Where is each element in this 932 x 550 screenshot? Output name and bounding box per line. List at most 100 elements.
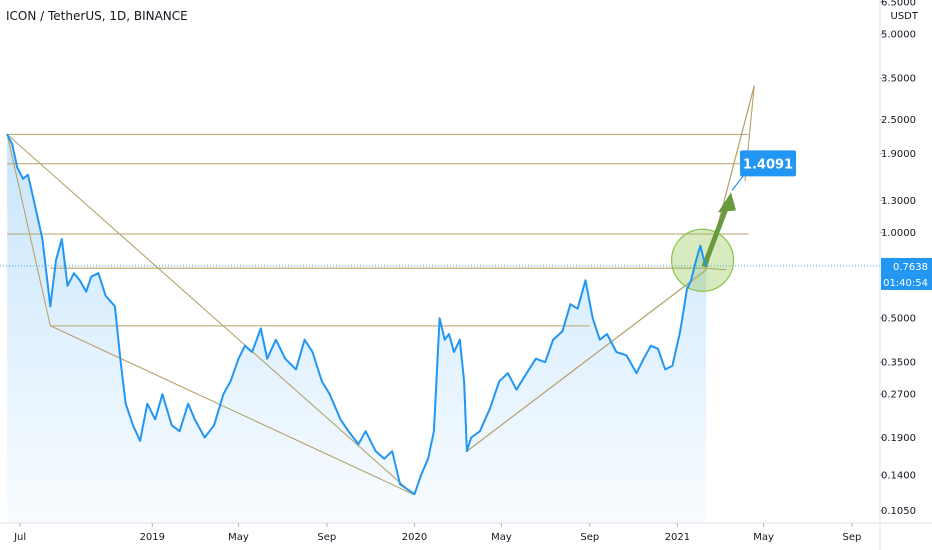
series-point [260, 327, 262, 330]
focus-circle[interactable] [670, 228, 735, 292]
series-point [328, 393, 331, 396]
trend-line-1[interactable] [6, 133, 414, 495]
series-point [154, 418, 156, 421]
series-point [132, 424, 134, 427]
series-point [584, 279, 587, 282]
series-point [66, 285, 69, 287]
series-point [650, 344, 652, 347]
series-point [686, 288, 688, 291]
series-point [284, 357, 287, 360]
series-point [139, 440, 141, 442]
series-point [606, 333, 608, 335]
y-tick-label: 0.2700 [881, 390, 916, 401]
series-point [311, 351, 314, 353]
series-point [448, 333, 450, 335]
y-tick-label: 6.5000 [881, 0, 916, 8]
series-point [275, 338, 277, 341]
x-tick-label: 2019 [140, 532, 165, 543]
series-point [507, 372, 509, 375]
y-tick-label: 0.1400 [881, 471, 916, 482]
series-point [321, 380, 323, 383]
current-price-badge [881, 257, 932, 274]
series-point [90, 275, 92, 278]
y-tick-label: 5.0000 [881, 30, 916, 41]
series-point [22, 177, 24, 180]
series-point [237, 357, 240, 360]
series-point [203, 436, 206, 439]
series-point [399, 483, 401, 486]
y-tick-label: 0.1900 [881, 433, 916, 444]
series-point [535, 357, 537, 360]
series-point [657, 348, 659, 350]
series-point [635, 372, 638, 375]
series-point [420, 474, 422, 477]
series-point [178, 430, 181, 433]
y-tick-label: 0.5000 [881, 314, 916, 325]
y-tick-label: 0.3500 [881, 358, 916, 369]
series-point [561, 330, 564, 333]
x-tick-label: May [491, 532, 512, 543]
series-point [625, 354, 628, 357]
series-point [427, 457, 429, 460]
series-point [85, 290, 87, 293]
series-point [73, 272, 75, 275]
series-point [383, 457, 386, 460]
series-point [339, 418, 342, 421]
series-point [479, 430, 481, 433]
series-point [459, 338, 461, 341]
target-arrow-head [718, 192, 737, 213]
series-point [591, 317, 594, 320]
x-tick-label: Jul [13, 532, 26, 543]
series-point [6, 133, 8, 136]
series-point [705, 265, 707, 267]
series-point [489, 407, 491, 410]
series-point [11, 143, 13, 145]
x-tick-label: Sep [843, 532, 862, 543]
x-tick-label: Sep [580, 532, 599, 543]
series-point [33, 199, 35, 202]
series-point [703, 259, 705, 262]
series-point [119, 361, 122, 364]
series-area-0 [7, 134, 707, 523]
series-point [229, 380, 232, 383]
x-tick-label: May [753, 532, 774, 543]
x-tick-label: Sep [317, 532, 336, 543]
series-point [681, 317, 684, 320]
y-tick-label: 1.0000 [881, 228, 916, 239]
series-point [470, 436, 473, 439]
series-point [552, 338, 554, 341]
trend-line-2[interactable] [50, 267, 727, 271]
series-point [170, 424, 173, 427]
y-unit-label: USDT [891, 11, 919, 22]
series-point [438, 317, 441, 320]
series-point [374, 450, 377, 453]
series-point [391, 450, 394, 453]
series-point [525, 372, 528, 375]
series-point [699, 244, 702, 247]
series-point [97, 272, 100, 275]
series-point [576, 307, 579, 310]
target-callout-box[interactable] [740, 150, 797, 177]
series-point [569, 303, 572, 306]
series-point [222, 393, 225, 396]
series-point [146, 402, 149, 405]
series-line-0[interactable] [6, 133, 708, 496]
target-callout-label: 1.4091 [743, 157, 793, 172]
x-tick-label: 2020 [402, 532, 427, 543]
series-point [16, 166, 19, 169]
y-tick-label: 0.1050 [881, 506, 916, 517]
chart-title: ICON / TetherUS, 1D, BINANCE [6, 9, 188, 23]
series-point [453, 351, 455, 353]
trend-line-4[interactable] [466, 85, 755, 452]
series-point [433, 430, 435, 433]
countdown-label: 01:40:54 [883, 278, 928, 289]
series-point [690, 279, 692, 282]
series-point [193, 418, 196, 421]
series-point [599, 338, 601, 341]
series-point [104, 294, 107, 297]
series-point [61, 238, 63, 240]
target-arrow-shaft [701, 207, 729, 268]
series-point [213, 424, 215, 427]
